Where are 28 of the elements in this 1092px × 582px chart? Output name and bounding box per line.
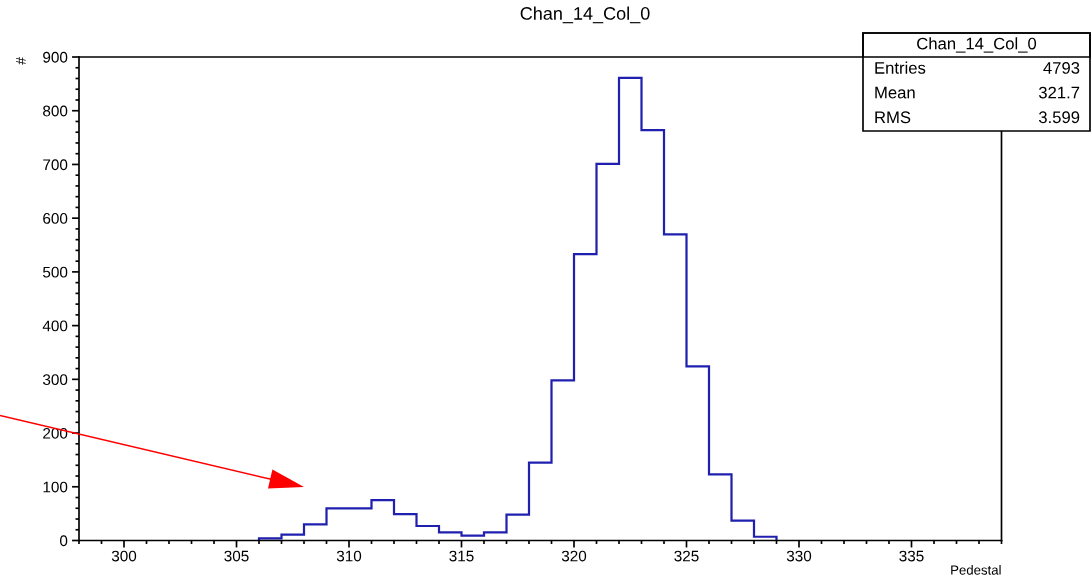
x-tick-label: 330 <box>786 550 812 562</box>
annotation: Entries <box>875 61 926 74</box>
text: 321.7 <box>1038 86 1080 99</box>
x-tick-label: 320 <box>561 550 587 562</box>
chart-title: Chan_14_Col_0 <box>520 6 650 24</box>
y-tick-label: 900 <box>43 51 68 63</box>
x-tick-label: 335 <box>899 550 924 562</box>
y-tick-label: 800 <box>43 105 68 117</box>
text: Chan_14_Col_0 <box>917 37 1037 53</box>
x-tick-label: 300 <box>111 550 137 562</box>
x-tick-label: 310 <box>336 550 362 562</box>
y-tick-label: 100 <box>43 481 68 493</box>
x-axis-title: Pedestal <box>951 565 1001 575</box>
annotation: RMS <box>875 111 911 124</box>
y-tick-label: 700 <box>43 159 68 171</box>
annotation: Mean <box>875 86 915 99</box>
y-axis-title: # <box>16 57 26 65</box>
x-tick-label: 325 <box>674 550 699 562</box>
x-tick-label: 305 <box>224 550 249 562</box>
y-tick-label: 0 <box>59 535 68 547</box>
y-tick-label: 600 <box>43 213 68 224</box>
text: 4793 <box>1043 62 1080 74</box>
text: 3.599 <box>1038 111 1080 124</box>
y-tick-label: 200 <box>43 427 68 439</box>
y-tick-label: 500 <box>43 266 68 278</box>
y-tick-label: 300 <box>42 374 68 386</box>
x-tick-label: 315 <box>449 550 474 562</box>
y-tick-label: 400 <box>42 320 68 332</box>
